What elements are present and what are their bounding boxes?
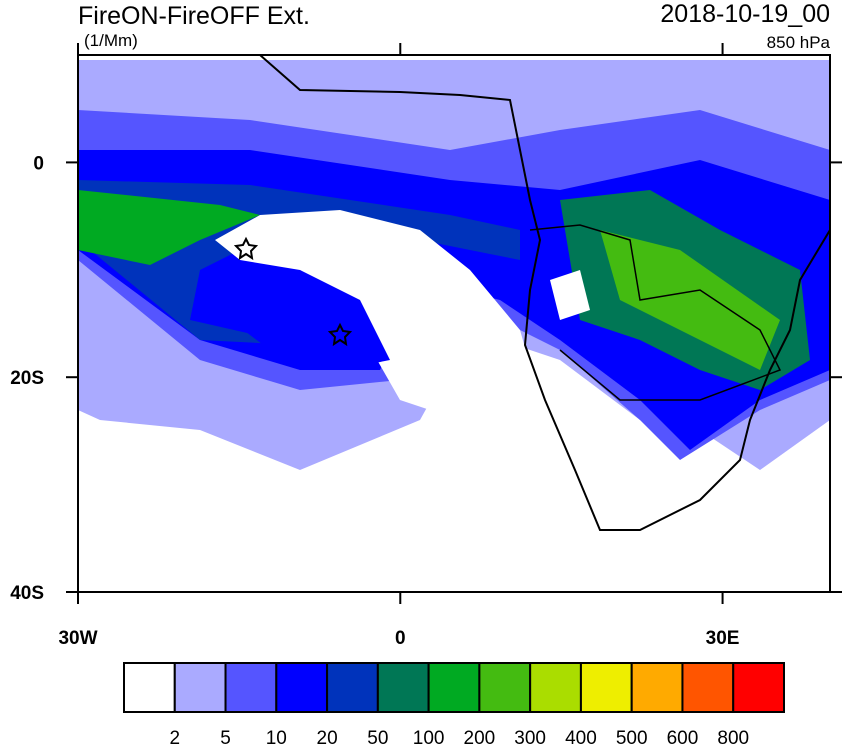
colorbar-box — [326, 662, 379, 713]
colorbar-box — [173, 662, 227, 713]
lon-label: 30W — [58, 628, 97, 649]
colorbar-label: 5 — [220, 728, 231, 747]
colorbar-label: 500 — [616, 728, 648, 747]
site-star — [327, 322, 353, 347]
colorbar-label: 400 — [565, 728, 597, 747]
colorbar-box — [427, 662, 481, 713]
colorbar-box — [224, 662, 278, 713]
level: 850 hPa — [767, 33, 831, 52]
colorbar-label: 50 — [367, 728, 388, 747]
colorbar-label: 100 — [413, 728, 445, 747]
units: (1/Mm) — [84, 31, 138, 50]
lon-label: 0 — [395, 628, 406, 649]
map-field — [78, 55, 830, 592]
colorbar-label: 300 — [514, 728, 546, 747]
colorbar-box — [529, 662, 582, 713]
colorbar-label: 20 — [317, 728, 338, 747]
colorbar-box — [732, 662, 786, 713]
coastline — [259, 55, 830, 531]
lat-label: 20S — [10, 368, 44, 389]
colorbar-box — [579, 662, 633, 713]
colorbar-box — [478, 662, 532, 713]
colorbar-label: 10 — [266, 728, 287, 747]
colorbar-label: 2 — [169, 728, 180, 747]
colorbar-label: 200 — [464, 728, 496, 747]
title: FireON-FireOFF Ext. — [78, 2, 310, 30]
map-frame — [77, 54, 831, 593]
border — [529, 224, 782, 401]
colorbar-label: 600 — [667, 728, 699, 747]
site-star — [233, 236, 259, 261]
colorbar-label: 800 — [717, 728, 749, 747]
lon-label: 30E — [706, 628, 740, 649]
colorbar-box — [275, 662, 329, 713]
date: 2018-10-19_00 — [660, 0, 830, 28]
colorbar-box — [630, 662, 684, 713]
colorbar-box — [376, 662, 430, 713]
lat-label: 40S — [10, 583, 44, 604]
clean-patch — [550, 270, 590, 320]
lat-label: 0 — [33, 153, 44, 174]
dense-haze — [230, 270, 390, 370]
green-patch — [600, 230, 780, 370]
clean-tongue — [215, 210, 640, 560]
green-patch — [78, 190, 260, 265]
colorbar-box — [681, 662, 735, 713]
colorbar-box — [123, 662, 176, 713]
